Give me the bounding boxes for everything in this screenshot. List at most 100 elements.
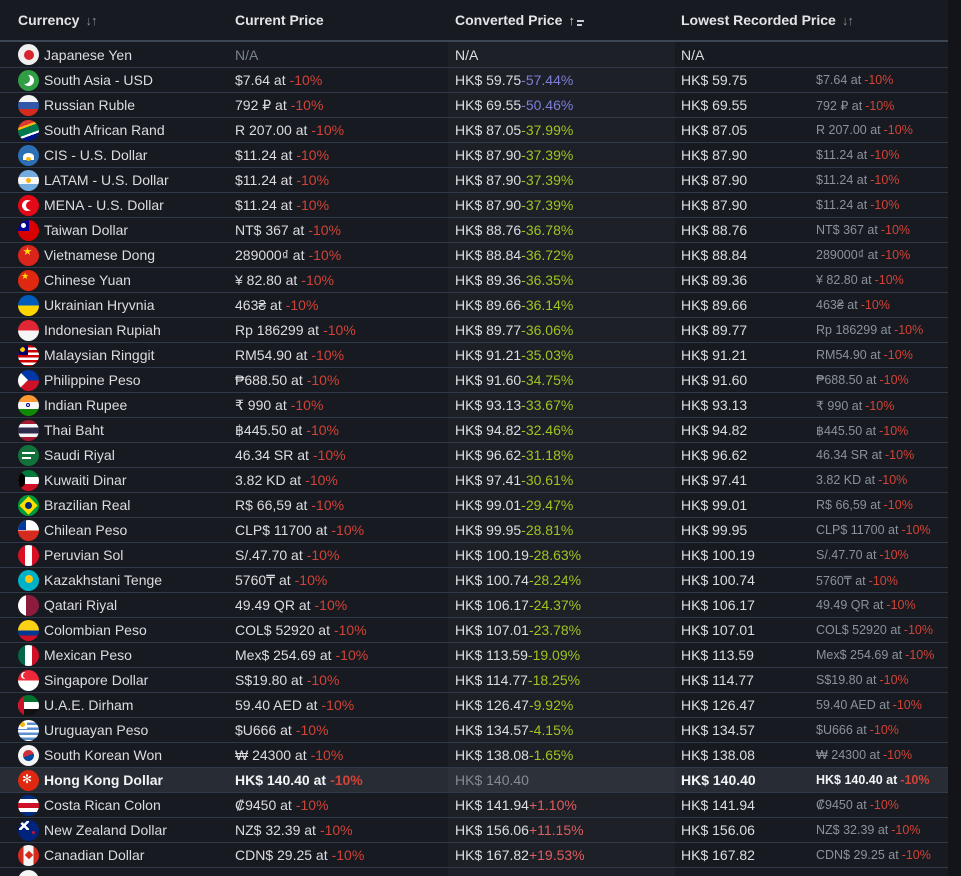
converted-price-cell: HK$ 89.36 -36.35% (448, 268, 675, 292)
current-discount: -10% (311, 347, 345, 363)
currency-name: Indonesian Rupiah (44, 322, 161, 338)
lowest-at-discount: -10% (865, 398, 895, 413)
current-discount: -10% (308, 222, 341, 238)
currency-name: Vietnamese Dong (44, 247, 156, 263)
currency-cell: CIS - U.S. Dollar (0, 143, 235, 167)
current-price-cell: CLP$ 11700 at -10% (235, 518, 448, 542)
converted-percentage: +19.53% (528, 847, 585, 863)
converted-percentage: +1.10% (528, 797, 577, 813)
converted-percentage: -36.35% (521, 272, 574, 288)
cl-flag-icon (18, 519, 39, 541)
jp-flag-icon (18, 44, 39, 65)
converted-price-value: HK$ 89.77 (455, 322, 522, 338)
pk-flag-icon (18, 69, 39, 91)
my-flag-icon (18, 344, 39, 366)
currency-name: Uruguayan Peso (44, 722, 149, 738)
current-price-cell: $U666 at -10% (235, 718, 448, 742)
current-price-value: ¥ 82.80 at (235, 272, 298, 288)
converted-price-cell: HK$ 167.82 +19.53% (448, 843, 675, 867)
currency-name: Peruvian Sol (44, 547, 124, 563)
column-header-converted-price[interactable]: Converted Price ↑ (448, 12, 675, 28)
lowest-price-cell: HK$ 99.95 CLP$ 11700 at -10% (675, 518, 948, 542)
uy-flag-icon (18, 719, 39, 741)
lowest-at-discount: -10% (882, 748, 913, 762)
current-discount: -10% (314, 597, 348, 613)
currency-name: Canadian Dollar (44, 847, 145, 863)
currency-cell: LATAM - U.S. Dollar (0, 168, 235, 192)
current-price-value: 463₴ at (235, 297, 282, 313)
current-price-cell: 59.40 AED at -10% (235, 693, 448, 717)
current-discount: -10% (306, 672, 340, 688)
table-row: Thai Baht ฿445.50 at -10% HK$ 94.82 -32.46% H… (0, 417, 948, 442)
converted-percentage: -34.75% (521, 372, 574, 388)
currency-cell: South Korean Won (0, 743, 235, 767)
lowest-at-discount: -10% (891, 823, 921, 837)
lowest-at-price: COL$ 52920 at -10% (816, 623, 933, 637)
converted-percentage: -28.81% (521, 522, 574, 538)
lowest-at-discount: -10% (885, 448, 915, 462)
lowest-at-price-value: ₡9450 at (816, 798, 867, 812)
current-discount: -10% (330, 772, 363, 788)
lowest-price-value: HK$ 156.06 (681, 822, 755, 838)
current-price-value: ₱688.50 at (235, 372, 303, 388)
lowest-price-value: HK$ 100.74 (681, 572, 755, 588)
lowest-price-value: HK$ 100.19 (681, 547, 755, 563)
lowest-price-cell: HK$ 87.90 $11.24 at -10% (675, 168, 948, 192)
lowest-at-price: ₡9450 at -10% (816, 798, 899, 812)
current-price-value: CDN$ 29.25 at (235, 847, 328, 863)
table-row: Singapore Dollar S$19.80 at -10% HK$ 114.77… (0, 667, 948, 692)
table-row: Japanese Yen N/A N/A N/A (0, 42, 948, 67)
converted-price-cell: HK$ 88.84 -36.72% (448, 243, 675, 267)
lowest-at-discount: -10% (905, 648, 935, 662)
converted-percentage: -37.39% (521, 147, 574, 163)
lowest-at-price: HK$ 140.40 at -10% (816, 773, 930, 787)
lowest-at-price-value: 46.34 SR at (816, 448, 883, 462)
converted-percentage: -18.25% (527, 672, 581, 688)
current-discount: -10% (311, 497, 345, 513)
current-discount: -10% (321, 697, 355, 713)
current-price-cell: Rp 186299 at -10% (235, 318, 448, 342)
currency-name: Kuwaiti Dinar (44, 472, 127, 488)
converted-price-cell: HK$ 99.01 -29.47% (448, 493, 675, 517)
kz-flag-icon (18, 569, 39, 591)
lowest-at-price-value: Rp 186299 at (816, 323, 892, 337)
currency-name: LATAM - U.S. Dollar (44, 172, 169, 188)
current-discount: -10% (312, 447, 346, 463)
lowest-at-price-value: $U666 at (816, 723, 867, 737)
column-header-currency[interactable]: Currency ↓↑ (0, 12, 235, 28)
ph-flag-icon (18, 369, 39, 391)
table-row: Qatari Riyal 49.49 QR at -10% HK$ 106.17 -24… (0, 592, 948, 617)
converted-percentage: -37.39% (521, 172, 574, 188)
lowest-at-price: ₹ 990 at -10% (816, 398, 894, 413)
converted-percentage: -57.44% (521, 72, 574, 88)
lowest-price-cell: HK$ 89.36 ¥ 82.80 at -10% (675, 268, 948, 292)
cis-flag-icon (18, 144, 39, 166)
table-row: Canadian Dollar CDN$ 29.25 at -10% HK$ 167.… (0, 842, 948, 867)
lowest-at-discount: -10% (870, 148, 900, 162)
lowest-at-discount: -10% (879, 373, 909, 387)
current-discount: -10% (311, 122, 345, 138)
currency-name: MENA - U.S. Dollar (44, 197, 164, 213)
lowest-at-price: S/.47.70 at -10% (816, 548, 909, 562)
table-row: U.A.E. Dirham 59.40 AED at -10% HK$ 126.47-… (0, 692, 948, 717)
currency-cell: Russian Ruble (0, 93, 235, 117)
converted-price-value: HK$ 88.76 (455, 222, 522, 238)
column-header-current-price[interactable]: Current Price (235, 12, 448, 28)
converted-percentage: -36.78% (521, 222, 574, 238)
currency-name: Brazilian Real (44, 497, 131, 513)
current-price-value: 46.34 SR at (235, 447, 309, 463)
current-price-value: ₹ 990 at (235, 396, 287, 413)
column-header-lowest-price[interactable]: Lowest Recorded Price ↓↑ (675, 12, 948, 28)
lowest-at-price: ฿445.50 at -10% (816, 423, 908, 438)
tw-flag-icon (18, 219, 39, 241)
converted-percentage: -33.67% (521, 397, 574, 413)
currency-cell: Brazilian Real (0, 493, 235, 517)
lowest-at-price-value: Mex$ 254.69 at (816, 648, 903, 662)
converted-price-value: HK$ 126.47 (455, 697, 529, 713)
lowest-at-price: 792 ₽ at -10% (816, 98, 894, 113)
currency-cell: Kuwaiti Dinar (0, 468, 235, 492)
converted-percentage: -37.99% (521, 122, 574, 138)
current-price-cell: R$ 66,59 at -10% (235, 493, 448, 517)
current-price-cell: ¥ 82.80 at -10% (235, 268, 448, 292)
in-flag-icon (18, 394, 39, 416)
